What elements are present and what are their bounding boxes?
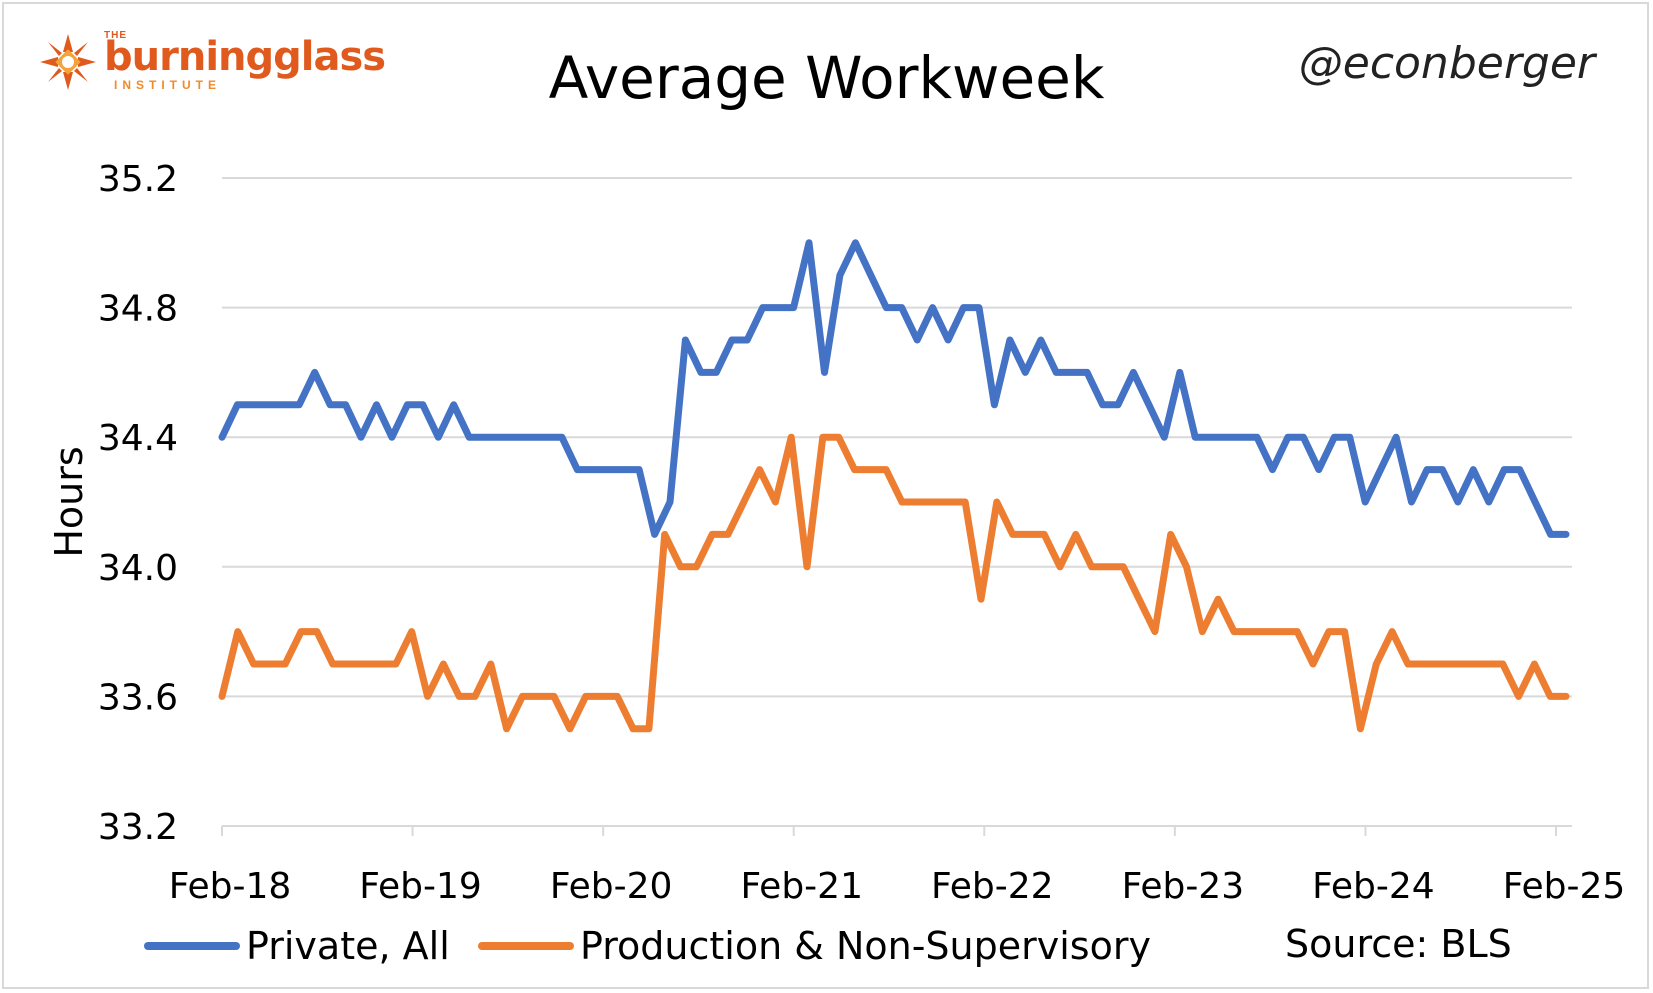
series-lines <box>218 239 1570 733</box>
x-tick-label: Feb-21 <box>740 866 863 907</box>
y-tick-label: 34.4 <box>98 418 178 459</box>
x-tick-label: Feb-18 <box>169 866 292 907</box>
x-tick-label: Feb-19 <box>359 866 482 907</box>
logo-institute: INSTITUTE <box>114 78 221 92</box>
x-tick-label: Feb-25 <box>1503 866 1626 907</box>
legend-private-all-label: Private, All <box>246 924 450 968</box>
legend-production-label: Production & Non-Supervisory <box>580 924 1151 968</box>
y-tick-label: 33.2 <box>98 807 178 848</box>
y-tick-label: 34.0 <box>98 548 178 589</box>
burning-glass-logo: THE burningglass INSTITUTE <box>38 30 398 94</box>
x-tick-label: Feb-24 <box>1312 866 1435 907</box>
x-axis <box>221 825 1572 836</box>
x-tick-label: Feb-22 <box>931 866 1054 907</box>
logo-the: THE <box>104 30 127 41</box>
legend: Private, All Production & Non-Supervisory <box>144 924 1151 968</box>
sunburst-icon <box>40 34 96 90</box>
y-tick-labels: 33.2 33.6 34.0 34.4 34.8 35.2 <box>98 159 178 848</box>
gridlines <box>222 177 1572 827</box>
x-tick-labels: Feb-18 Feb-19 Feb-20 Feb-21 Feb-22 Feb-23 Feb-… <box>169 866 1626 907</box>
chart-title: Average Workweek <box>548 44 1105 112</box>
source-note: Source: BLS <box>1285 922 1512 966</box>
logo-name: burningglass <box>104 34 386 80</box>
y-tick-label: 35.2 <box>98 159 178 200</box>
x-tick-label: Feb-23 <box>1122 866 1245 907</box>
y-tick-label: 33.6 <box>98 677 178 718</box>
x-tick-label: Feb-20 <box>550 866 673 907</box>
y-tick-label: 34.8 <box>98 289 178 330</box>
series-line-production <box>218 433 1570 733</box>
y-axis-label: Hours <box>47 446 91 557</box>
series-line-private-all <box>218 239 1570 538</box>
twitter-handle: @econberger <box>1298 38 1595 89</box>
